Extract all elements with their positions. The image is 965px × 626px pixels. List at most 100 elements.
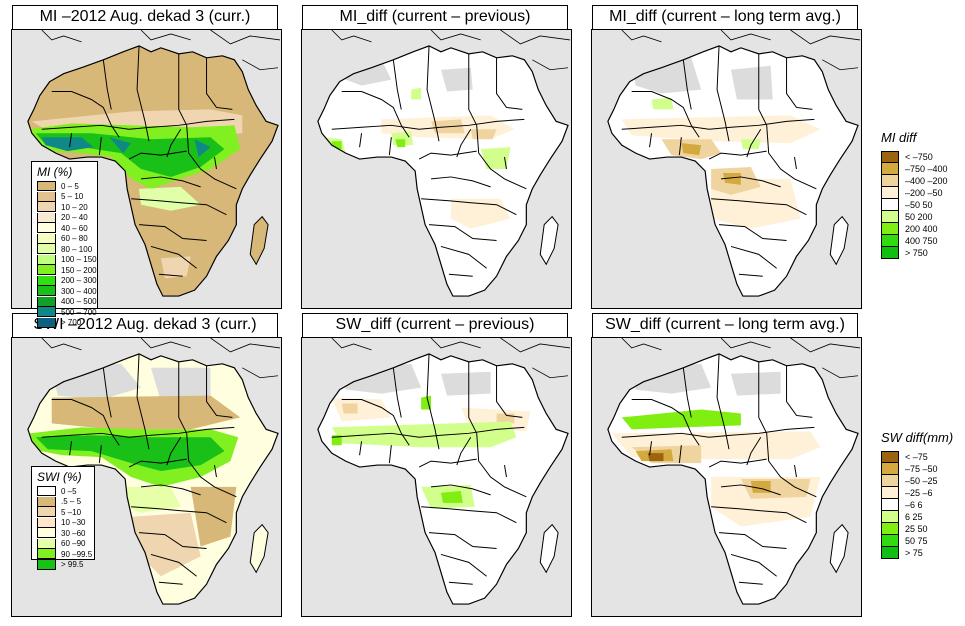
value-region [631,57,773,100]
country-border [418,150,477,160]
land-area [317,45,569,297]
legend-swatch [881,235,899,247]
legend-label: –75 –50 [905,464,938,474]
country-border [786,365,813,418]
legend-label: 150 – 200 [61,265,97,275]
legend-item: > 700 [32,317,97,329]
country-border [41,426,235,438]
country-border [98,445,102,464]
legend-swatch [37,507,56,518]
value-region [131,512,201,577]
legend-swatch [37,538,56,549]
value-region [41,137,211,158]
country-border [392,59,402,110]
country-border [711,198,807,216]
country-border [131,506,227,524]
neighbor-coastline [41,338,281,379]
legend-swatch [881,163,899,175]
country-border [429,224,497,241]
neighbor-coastline [621,338,861,379]
map-sw-diff-lta [591,337,862,617]
legend-swatch [881,487,899,499]
legend-item: 60 – 80 [32,233,97,245]
country-border [426,353,440,450]
value-region [647,453,664,462]
legend-item: 150 – 200 [32,265,97,276]
country-border [206,365,233,418]
legend-item: 300 – 400 [32,286,97,297]
legend-label: –750 –400 [905,164,948,174]
country-border [786,57,813,110]
legend-label: 50 75 [905,536,928,546]
legend-swatch [37,181,56,192]
coastline [317,353,569,605]
legend-label: > 99.5 [61,560,84,570]
country-border [738,581,763,585]
legend-item: 5 –10 [32,507,94,518]
country-border [136,353,150,450]
country-border [429,532,497,549]
country-border [678,445,682,464]
legend-label: 200 400 [905,224,938,234]
legend-swatch [881,223,899,235]
map-mi-diff-lta [591,29,862,309]
country-border [649,133,653,148]
country-border [418,458,477,468]
legend-item: 20 – 40 [32,212,97,224]
madagascar [249,523,269,574]
legend-swatch [881,475,899,487]
country-border [69,441,73,456]
country-border [496,365,523,418]
legend-swatch [881,199,899,211]
country-border [214,465,217,478]
country-border [766,125,817,190]
legend-label: 5 –10 [61,507,82,517]
country-border [136,45,150,142]
legend-label: 80 – 100 [61,244,93,254]
country-border [678,137,682,156]
value-region [431,119,497,140]
legend-item: –400 –200 [881,175,948,187]
country-border [476,433,527,498]
coastline [607,45,859,297]
legend-label: 200 – 300 [61,276,97,286]
legend-item: 10 –30 [32,517,94,529]
country-border [421,506,517,524]
panel-title: MI –2012 Aug. dekad 3 (curr.) [12,5,278,30]
legend-swatch [881,151,899,163]
legend-item: 80 – 100 [32,244,97,255]
legend-item: 400 750 [881,235,948,247]
legend-swatch [881,547,899,559]
legend-label: > 750 [905,248,928,258]
legend-item: –6 6 [881,499,953,511]
country-border [468,53,478,126]
legend-item: 0 – 5 [32,181,97,192]
legend-swatch [37,307,56,318]
country-border [794,157,797,170]
value-region [341,59,473,92]
legend-label: 60 –90 [61,539,86,549]
value-region [635,449,771,493]
legend-label: 10 – 20 [61,202,88,212]
legend-item: 30 –60 [32,528,94,539]
legend-swatch [37,275,56,286]
legend-swatch [37,233,56,244]
legend-mi-diff: MI diff < –750 –750 –400 –400 –200 –200 –50… [881,130,948,259]
legend-label: 40 – 60 [61,223,88,233]
legend-title: SWI (%) [37,470,82,484]
country-border [496,57,523,110]
country-border [392,367,402,418]
legend-item: < –750 [881,151,948,163]
legend-swatch [881,535,899,547]
africa-map [317,338,571,605]
legend-label: 10 –30 [61,518,86,528]
country-border [719,532,787,549]
country-border [720,176,781,188]
country-border [456,129,472,158]
legend-item: 200 – 300 [32,275,97,287]
country-border [682,367,692,418]
country-border [758,361,768,434]
legend-label: 60 – 80 [61,234,88,244]
value-region [139,186,201,211]
